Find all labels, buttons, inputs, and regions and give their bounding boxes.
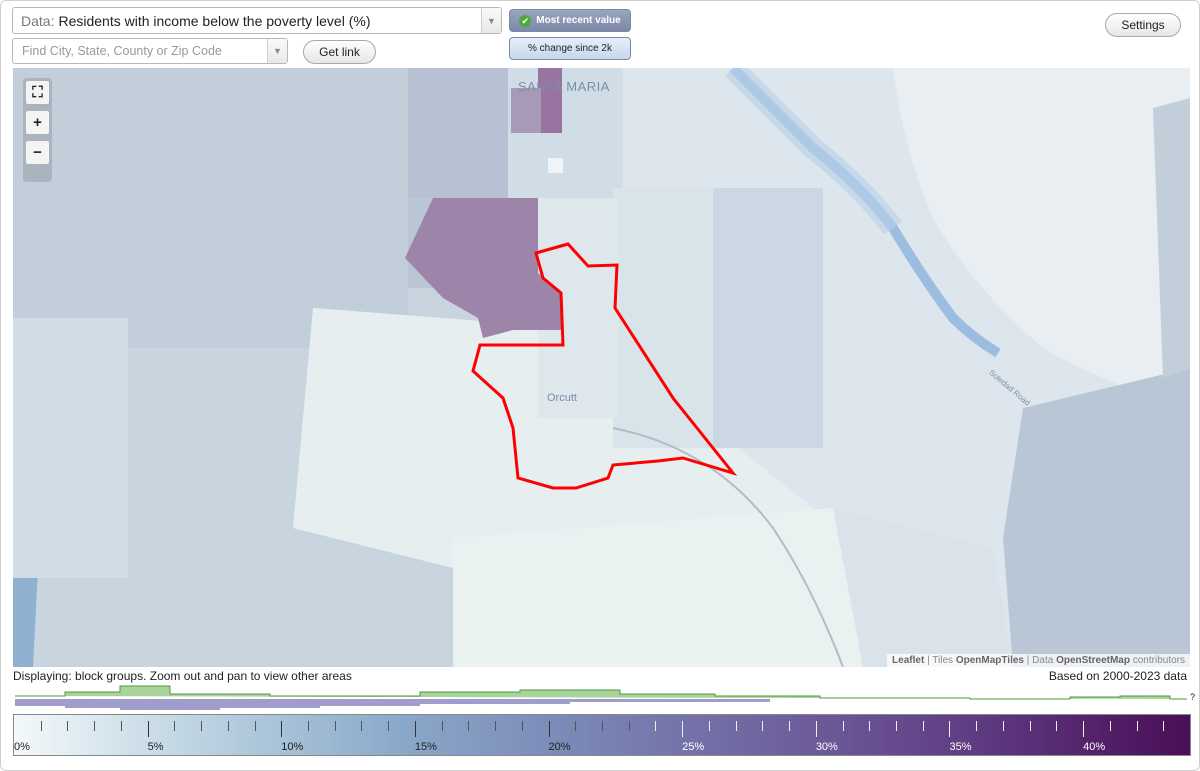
map-attribution: Leaflet | Tiles OpenMapTiles | Data Open… (887, 654, 1190, 667)
legend-minor-tick (521, 721, 523, 731)
map-canvas (13, 68, 1190, 667)
legend-minor-tick (762, 721, 764, 731)
legend-minor-tick (789, 721, 791, 731)
openmaptiles-link[interactable]: OpenMapTiles (955, 655, 1024, 666)
legend-minor-tick (869, 721, 871, 731)
chevron-down-icon[interactable]: ▼ (481, 8, 501, 33)
legend-major-tick (147, 721, 149, 737)
legend-minor-tick (976, 721, 978, 731)
legend-minor-tick (254, 721, 256, 731)
most-recent-value-toggle[interactable]: ✔ Most recent value (509, 9, 631, 32)
minus-icon: − (33, 144, 42, 161)
zoom-in-button[interactable]: + (26, 111, 49, 134)
distribution-histogram: ? (15, 685, 1195, 710)
legend-tick-label: 25% (682, 741, 705, 753)
legend-minor-tick (40, 721, 42, 731)
openstreetmap-link[interactable]: OpenStreetMap (1056, 655, 1130, 666)
legend-minor-tick (227, 721, 229, 731)
leaflet-link[interactable]: Leaflet (892, 655, 925, 666)
legend-tick-label: 10% (281, 741, 304, 753)
search-input[interactable] (22, 44, 262, 58)
legend-minor-tick (1029, 721, 1031, 731)
legend-tick-label: 40% (1083, 741, 1106, 753)
legend-tick-label: 20% (548, 741, 571, 753)
legend-minor-tick (602, 721, 603, 731)
plus-icon: + (33, 114, 42, 131)
legend-minor-tick (735, 721, 737, 731)
legend-minor-tick (308, 721, 309, 731)
place-label-santa-maria: SANTA MARIA (518, 79, 610, 94)
legend-minor-tick (708, 721, 710, 731)
attribution-contributors: contributors (1132, 655, 1185, 666)
legend-minor-tick (388, 721, 390, 731)
legend-minor-tick (575, 721, 577, 731)
legend-tick-label: 0% (14, 741, 30, 753)
legend-minor-tick (655, 721, 657, 731)
fullscreen-button[interactable]: ⛶ (26, 81, 49, 104)
legend-minor-tick (628, 721, 630, 731)
legend-minor-tick (495, 721, 497, 731)
attribution-separator: | (1026, 655, 1030, 666)
legend-tick-label: 30% (815, 741, 838, 753)
legend-minor-tick (896, 721, 897, 731)
legend-minor-tick (441, 721, 443, 731)
legend-tick-label: 15% (414, 741, 437, 753)
zoom-control: ⛶ + − (23, 78, 52, 182)
chevron-down-icon[interactable]: ▼ (267, 39, 287, 63)
location-search[interactable]: ▼ (12, 38, 288, 64)
zoom-out-button[interactable]: − (26, 141, 49, 164)
most-recent-value-label: Most recent value (536, 15, 621, 26)
map-view[interactable]: SANTA MARIA Orcutt Soledad Road ⛶ + − Le… (13, 68, 1190, 667)
legend-major-tick (414, 721, 416, 737)
legend-major-tick (1083, 721, 1085, 737)
data-select[interactable]: Data: Residents with income below the po… (12, 7, 502, 34)
legend-major-tick (281, 721, 283, 737)
legend-minor-tick (1136, 721, 1138, 731)
legend-tick-label: 35% (949, 741, 972, 753)
legend-minor-tick (1002, 721, 1004, 731)
legend-minor-tick (334, 721, 336, 731)
histogram-overflow-label: ? (1190, 692, 1195, 702)
legend-minor-tick (67, 721, 69, 731)
attribution-tiles-prefix: Tiles (932, 655, 954, 666)
color-scale-legend: 0% 5% 10% 15% 20% 25% 30% 35% 40% (13, 714, 1191, 756)
legend-minor-tick (1109, 721, 1111, 731)
data-select-prefix: Data: (21, 12, 55, 29)
legend-minor-tick (468, 721, 470, 731)
data-range-note: Based on 2000-2023 data (1048, 669, 1187, 683)
displaying-note: Displaying: block groups. Zoom out and p… (13, 669, 352, 683)
get-link-button[interactable]: Get link (303, 40, 376, 64)
settings-button[interactable]: Settings (1105, 13, 1181, 37)
legend-minor-tick (361, 721, 363, 731)
legend-major-tick (815, 721, 817, 737)
check-icon: ✔ (519, 14, 532, 27)
legend-major-tick (548, 721, 550, 737)
legend-major-tick (682, 721, 684, 737)
legend-minor-tick (120, 721, 122, 731)
place-label-orcutt: Orcutt (547, 392, 577, 404)
legend-minor-tick (201, 721, 203, 731)
data-select-value: Residents with income below the poverty … (58, 12, 371, 29)
legend-minor-tick (842, 721, 844, 731)
fullscreen-icon: ⛶ (32, 84, 43, 101)
attribution-separator: | (927, 655, 930, 666)
legend-minor-tick (174, 721, 176, 731)
legend-minor-tick (94, 721, 96, 731)
legend-minor-tick (1056, 721, 1058, 731)
attribution-data-prefix: Data (1032, 655, 1054, 666)
legend-minor-tick (922, 721, 924, 731)
percent-change-toggle[interactable]: % change since 2k (509, 37, 631, 60)
legend-tick-label: 5% (147, 741, 164, 753)
legend-major-tick (949, 721, 951, 737)
legend-minor-tick (1163, 721, 1165, 731)
